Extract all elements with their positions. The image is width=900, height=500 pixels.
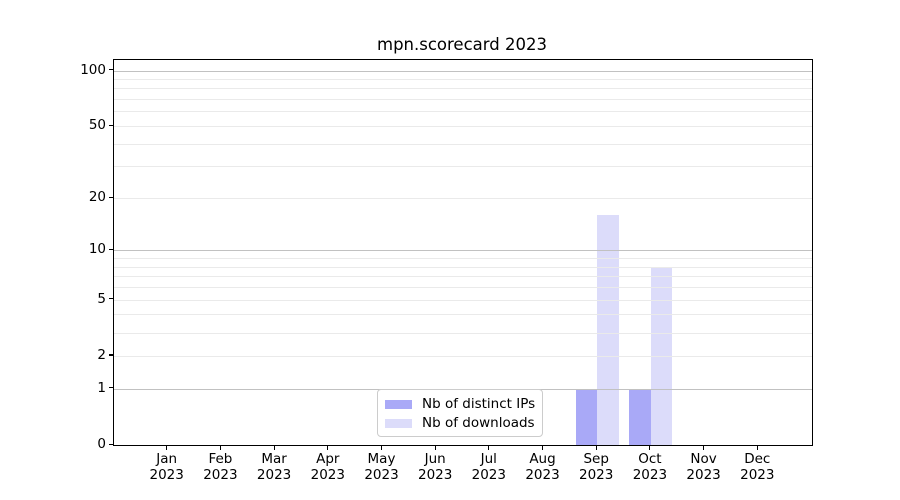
- minor-gridline: [114, 266, 812, 268]
- x-tick-year: 2023: [632, 467, 668, 483]
- x-tick-mark: [166, 445, 168, 450]
- minor-gridline: [114, 287, 812, 289]
- x-tick-year: 2023: [525, 467, 560, 483]
- x-tick-label-jul: Jul 2023: [457, 451, 521, 483]
- x-tick-mark: [649, 445, 651, 450]
- x-tick-year: 2023: [471, 467, 506, 483]
- y-tick-mark: [109, 387, 114, 389]
- x-tick-label-jun: Jun 2023: [403, 451, 467, 483]
- y-tick-label: 2: [97, 346, 106, 363]
- legend-entry-distinct-ips: Nb of distinct IPs: [385, 395, 536, 414]
- plot-area: [113, 59, 813, 446]
- minor-gridline: [114, 88, 812, 90]
- x-tick-label-aug: Aug 2023: [511, 451, 575, 483]
- y-tick-mark: [109, 196, 114, 198]
- y-tick-label: 50: [88, 117, 106, 133]
- minor-gridline: [114, 79, 812, 80]
- x-tick-year: 2023: [256, 467, 292, 483]
- y-tick-label: 10: [88, 241, 106, 258]
- y-tick-mark: [109, 298, 114, 300]
- major-gridline: [114, 250, 812, 252]
- legend-entry-downloads: Nb of downloads: [385, 414, 535, 433]
- minor-gridline: [114, 126, 812, 127]
- x-tick-mark: [703, 445, 705, 450]
- x-tick-mark: [219, 445, 221, 450]
- minor-gridline: [114, 198, 812, 199]
- x-tick-mark: [273, 445, 275, 450]
- minor-gridline: [114, 314, 812, 316]
- x-tick-mark: [541, 445, 544, 450]
- y-tick-label: 100: [80, 61, 106, 78]
- minor-gridline: [114, 258, 812, 260]
- minor-gridline: [114, 111, 812, 113]
- legend: Nb of distinct IPs Nb of downloads: [377, 389, 543, 437]
- x-tick-year: 2023: [740, 467, 775, 483]
- x-tick-label-dec: Dec 2023: [725, 451, 789, 483]
- major-gridline: [114, 70, 812, 72]
- x-tick-label-sep: Sep 2023: [564, 451, 628, 483]
- x-tick-label-may: May 2023: [350, 451, 414, 483]
- x-tick-mark: [488, 445, 490, 450]
- minor-gridline: [114, 332, 812, 334]
- x-tick-label-jan: Jan 2023: [135, 451, 199, 483]
- x-tick-label-feb: Feb 2023: [188, 451, 252, 483]
- x-tick-label-nov: Nov 2023: [672, 451, 736, 483]
- y-tick-label: 0: [97, 436, 106, 452]
- legend-swatch-downloads: [385, 419, 412, 428]
- y-tick-label: 5: [97, 290, 106, 307]
- y-tick-mark: [109, 69, 114, 71]
- minor-gridline: [114, 299, 812, 301]
- x-tick-mark: [434, 445, 436, 450]
- bar-sep-ips: [575, 388, 598, 445]
- x-tick-mark: [595, 445, 597, 450]
- y-tick-mark: [109, 248, 114, 251]
- x-tick-year: 2023: [203, 467, 238, 483]
- chart-title: mpn.scorecard 2023: [377, 35, 547, 54]
- y-tick-mark: [109, 443, 114, 445]
- minor-gridline: [114, 355, 812, 357]
- legend-label-distinct-ips: Nb of distinct IPs: [422, 396, 536, 412]
- x-tick-mark: [380, 445, 383, 450]
- minor-gridline: [114, 166, 812, 168]
- y-tick-mark: [109, 124, 114, 126]
- bar-sep-downloads: [597, 215, 619, 445]
- x-tick-label-oct: Oct 2023: [618, 451, 682, 483]
- y-tick-label: 20: [88, 189, 106, 205]
- x-tick-label-mar: Mar 2023: [242, 451, 306, 483]
- x-tick-mark: [327, 445, 329, 450]
- x-tick-year: 2023: [686, 467, 721, 483]
- x-tick-mark: [756, 445, 758, 450]
- y-tick-mark: [109, 354, 114, 356]
- x-tick-year: 2023: [149, 467, 184, 483]
- y-tick-label: 1: [97, 379, 106, 396]
- x-tick-label-apr: Apr 2023: [296, 451, 360, 483]
- minor-gridline: [114, 143, 812, 145]
- x-tick-year: 2023: [418, 467, 453, 483]
- x-tick-year: 2023: [310, 467, 345, 483]
- legend-label-downloads: Nb of downloads: [422, 415, 535, 431]
- minor-gridline: [114, 276, 812, 278]
- legend-swatch-distinct-ips: [385, 400, 412, 409]
- x-tick-year: 2023: [579, 467, 614, 483]
- bar-oct-downloads: [650, 266, 673, 445]
- minor-gridline: [114, 99, 812, 101]
- bar-oct-ips: [629, 388, 651, 445]
- x-tick-year: 2023: [364, 467, 399, 483]
